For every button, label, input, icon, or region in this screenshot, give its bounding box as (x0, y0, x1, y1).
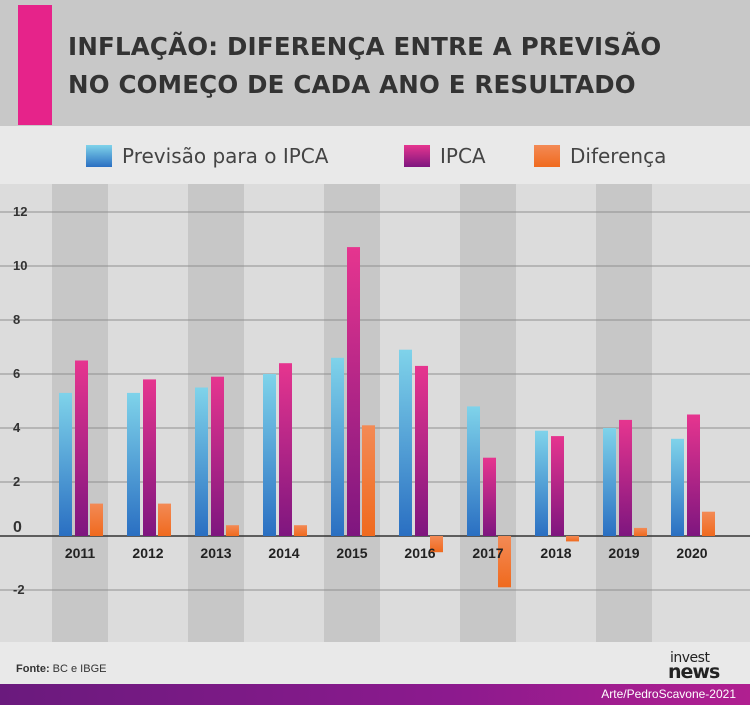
bar-difference-2020 (702, 511, 715, 536)
bar-forecast-2013 (195, 387, 208, 536)
accent-bar (18, 5, 52, 125)
chart-area: 12 10 8 6 4 2 0 -2 2011 2012 2013 2014 2015 2016 2017 2… (0, 184, 750, 642)
footer-bar: Arte/PedroScavone-2021 (0, 684, 750, 705)
y-tick-label: 0 (13, 519, 22, 536)
source-note: Fonte: BC e IBGE (16, 663, 106, 675)
x-tick-label: 2011 (65, 545, 96, 561)
bar-difference-2016 (430, 536, 443, 553)
bar-ipca-2013 (211, 376, 224, 536)
y-tick-label: 12 (13, 204, 27, 219)
bar-difference-2015 (362, 425, 375, 536)
y-tick-label: 2 (13, 474, 20, 489)
bar-difference-2018 (566, 536, 579, 542)
x-tick-label: 2019 (608, 545, 639, 561)
title-line-2: NO COMEÇO DE CADA ANO E RESULTADO (68, 70, 636, 99)
bar-difference-2011 (90, 503, 103, 536)
bar-forecast-2019 (603, 428, 616, 536)
bar-forecast-2018 (535, 430, 548, 536)
legend-item-forecast: Previsão para o IPCA (86, 143, 328, 169)
column-band (596, 184, 652, 642)
x-tick-label: 2012 (132, 545, 163, 561)
investnews-logo: invest news (668, 650, 740, 683)
art-credit: Arte/PedroScavone-2021 (601, 687, 736, 701)
bar-forecast-2020 (671, 438, 684, 536)
bar-difference-2019 (634, 527, 647, 536)
y-tick-label: -2 (13, 582, 25, 597)
bar-forecast-2014 (263, 374, 276, 536)
x-tick-label: 2014 (268, 545, 299, 561)
header: INFLAÇÃO: DIFERENÇA ENTRE A PREVISÃO NO … (0, 0, 750, 126)
bar-difference-2014 (294, 525, 307, 536)
legend-swatch-ipca (404, 145, 430, 167)
legend-label-ipca: IPCA (440, 144, 486, 168)
bar-ipca-2015 (347, 247, 360, 536)
y-tick-label: 6 (13, 366, 20, 381)
bar-chart: 12 10 8 6 4 2 0 -2 2011 2012 2013 2014 2015 2016 2017 2… (0, 184, 750, 642)
x-tick-label: 2020 (676, 545, 707, 561)
source-text: BC e IBGE (52, 663, 107, 675)
logo-line-2: news (668, 661, 720, 683)
bar-forecast-2011 (59, 392, 72, 536)
y-tick-label: 4 (13, 420, 21, 435)
legend-item-ipca: IPCA (404, 143, 486, 169)
chart-title: INFLAÇÃO: DIFERENÇA ENTRE A PREVISÃO NO … (68, 28, 738, 104)
title-line-1: INFLAÇÃO: DIFERENÇA ENTRE A PREVISÃO (68, 32, 662, 61)
x-tick-label: 2013 (200, 545, 231, 561)
bar-difference-2012 (158, 503, 171, 536)
bar-forecast-2015 (331, 357, 344, 536)
bar-ipca-2020 (687, 414, 700, 536)
y-tick-label: 10 (13, 258, 27, 273)
legend-swatch-forecast (86, 145, 112, 167)
bar-forecast-2012 (127, 392, 140, 536)
x-tick-label: 2016 (404, 545, 435, 561)
x-tick-label: 2018 (540, 545, 571, 561)
bar-ipca-2019 (619, 419, 632, 536)
legend-label-forecast: Previsão para o IPCA (122, 144, 329, 168)
bar-forecast-2016 (399, 349, 412, 536)
bar-ipca-2014 (279, 363, 292, 536)
source-prefix: Fonte: (16, 663, 50, 675)
bar-ipca-2018 (551, 436, 564, 536)
x-tick-label: 2015 (336, 545, 367, 561)
legend-item-difference: Diferença (534, 143, 666, 169)
bar-ipca-2011 (75, 360, 88, 536)
legend-label-difference: Diferença (570, 144, 667, 168)
x-tick-label: 2017 (472, 545, 503, 561)
bar-difference-2017 (498, 536, 511, 588)
legend: Previsão para o IPCA IPCA Diferença (0, 126, 750, 184)
bar-ipca-2017 (483, 457, 496, 536)
bar-difference-2013 (226, 525, 239, 536)
bar-forecast-2017 (467, 406, 480, 536)
legend-swatch-difference (534, 145, 560, 167)
logo-line-1: invest (670, 650, 710, 666)
bar-ipca-2016 (415, 365, 428, 536)
y-tick-label: 8 (13, 312, 20, 327)
bar-ipca-2012 (143, 379, 156, 536)
